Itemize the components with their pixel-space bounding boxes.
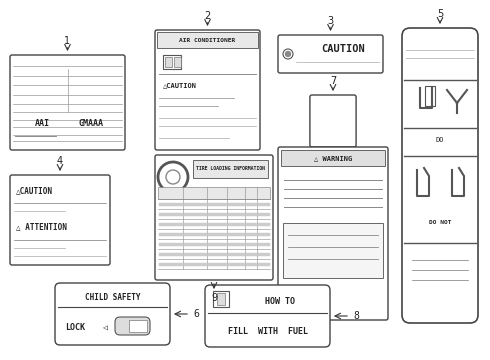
Text: 1: 1 — [65, 36, 71, 46]
FancyBboxPatch shape — [55, 283, 170, 345]
Text: CAUTION: CAUTION — [321, 44, 365, 54]
FancyBboxPatch shape — [155, 155, 273, 280]
Text: 7: 7 — [330, 76, 336, 86]
Bar — [158, 187, 270, 199]
Text: DO: DO — [436, 137, 444, 143]
Bar — [157, 32, 258, 48]
FancyBboxPatch shape — [310, 95, 356, 147]
Text: FILL  WITH  FUEL: FILL WITH FUEL — [227, 327, 308, 336]
Text: 8: 8 — [353, 311, 359, 321]
FancyBboxPatch shape — [402, 28, 478, 323]
FancyBboxPatch shape — [115, 317, 150, 335]
Bar — [213, 291, 229, 307]
Text: AIR CONDITIONER: AIR CONDITIONER — [179, 37, 236, 42]
FancyBboxPatch shape — [10, 175, 110, 265]
Bar — [217, 293, 225, 305]
Text: △CAUTION: △CAUTION — [163, 82, 197, 88]
FancyBboxPatch shape — [278, 147, 388, 320]
Bar — [283, 223, 383, 278]
Bar — [163, 55, 181, 69]
FancyBboxPatch shape — [155, 30, 260, 150]
Text: TIRE LOADING INFORMATION: TIRE LOADING INFORMATION — [196, 166, 265, 171]
Text: 6: 6 — [193, 309, 199, 319]
Bar — [281, 150, 385, 166]
Bar — [193, 160, 268, 178]
Text: 2: 2 — [204, 11, 211, 21]
Text: HOW TO: HOW TO — [265, 297, 295, 306]
Text: DO NOT: DO NOT — [429, 220, 451, 225]
FancyBboxPatch shape — [278, 35, 383, 73]
Text: 4: 4 — [57, 156, 63, 166]
Text: △ ATTENTION: △ ATTENTION — [16, 222, 67, 231]
Bar — [129, 320, 147, 332]
Text: LOCK: LOCK — [65, 323, 85, 332]
Text: 5: 5 — [437, 9, 443, 19]
Bar — [425, 86, 435, 106]
Text: 9: 9 — [211, 293, 217, 303]
Text: CHILD SAFETY: CHILD SAFETY — [85, 292, 140, 302]
Circle shape — [286, 51, 291, 57]
Text: AAI: AAI — [35, 119, 49, 128]
Bar — [165, 57, 172, 67]
FancyBboxPatch shape — [205, 285, 330, 347]
Text: ◁: ◁ — [102, 323, 107, 332]
FancyBboxPatch shape — [10, 55, 125, 150]
Bar — [174, 57, 181, 67]
Text: 3: 3 — [327, 16, 334, 26]
Text: GMAAA: GMAAA — [78, 119, 103, 128]
Text: △CAUTION: △CAUTION — [16, 186, 53, 195]
Text: △ WARNING: △ WARNING — [314, 155, 352, 161]
